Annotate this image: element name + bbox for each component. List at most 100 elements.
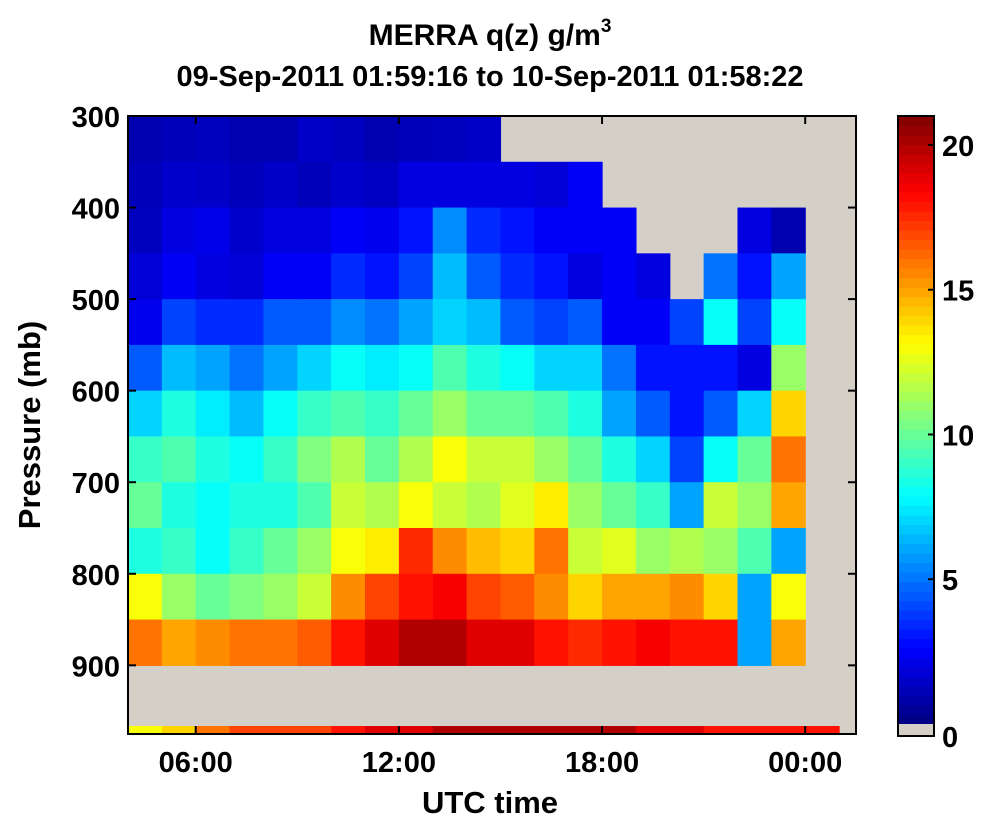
heatmap-cell (737, 253, 772, 300)
heatmap-cell (263, 482, 298, 529)
heatmap-cell (128, 482, 163, 529)
heatmap-cell (161, 344, 197, 392)
heatmap-cell (263, 528, 298, 575)
colorbar-segment (898, 600, 934, 611)
heatmap-cell (263, 344, 298, 392)
heatmap-cell (365, 299, 400, 346)
heatmap-cell (568, 482, 603, 529)
heatmap-cell (398, 436, 434, 483)
heatmap-cell (669, 299, 705, 346)
heatmap-cell (703, 344, 739, 392)
heatmap-cell (331, 528, 366, 575)
heatmap-cell (635, 528, 671, 575)
colorbar-tick-label: 20 (942, 131, 974, 163)
heatmap-cell (263, 619, 298, 666)
heatmap-cell (602, 299, 637, 346)
heatmap-cell (432, 299, 468, 346)
heatmap-cell (161, 619, 197, 666)
colorbar: 0 5 10 15 20 (897, 115, 974, 754)
heatmap-cell (635, 253, 671, 300)
heatmap-cell (128, 619, 163, 666)
heatmap-cell (669, 573, 705, 621)
colorbar-segment (898, 391, 934, 402)
colorbar-segment (898, 505, 934, 516)
colorbar-segment (898, 277, 934, 288)
heatmap-cell (331, 482, 366, 529)
heatmap-cell (771, 344, 806, 392)
heatmap-cell (771, 619, 806, 666)
heatmap-cell (195, 161, 231, 209)
heatmap-cell (297, 207, 332, 254)
heatmap-cell (534, 207, 569, 254)
heatmap-cell (466, 390, 502, 438)
colorbar-tick-label: 10 (942, 420, 974, 452)
heatmap-cell (500, 482, 535, 529)
heatmap-cell (635, 482, 671, 529)
colorbar-segment (898, 648, 934, 659)
heatmap-cell (365, 344, 400, 392)
heatmap-cell (466, 528, 502, 575)
heatmap-cell (128, 436, 163, 483)
heatmap-cell (568, 436, 603, 483)
heatmap-cell (500, 573, 535, 621)
heatmap-cell (432, 207, 468, 254)
heatmap-cell (771, 390, 806, 438)
heatmap-cell (229, 344, 265, 392)
heatmap-cell (195, 482, 231, 529)
colorbar-segment (898, 144, 934, 155)
heatmap-cell (128, 573, 163, 621)
colorbar-segment (898, 705, 934, 716)
heatmap-cell (602, 619, 637, 666)
heatmap-cell (195, 436, 231, 483)
colorbar-segment (898, 410, 934, 421)
heatmap-cell (263, 253, 298, 300)
heatmap-cell (161, 573, 197, 621)
heatmap-cell (568, 161, 603, 209)
heatmap-cell (635, 619, 671, 666)
heatmap-cell (161, 436, 197, 483)
heatmap-cell (432, 390, 468, 438)
colorbar-segment (898, 562, 934, 573)
heatmap-cell (703, 528, 739, 575)
heatmap-cell (161, 482, 197, 529)
surface-cell (635, 726, 671, 734)
colorbar-segment (898, 686, 934, 697)
chart-subtitle: 09-Sep-2011 01:59:16 to 10-Sep-2011 01:5… (176, 61, 803, 93)
heatmap-cell (602, 390, 637, 438)
heatmap-cell (602, 436, 637, 483)
heatmap-cell (737, 573, 772, 621)
heatmap-cell (128, 299, 163, 346)
colorbar-segment (898, 591, 934, 602)
surface-cell (602, 726, 637, 734)
y-tick-label: 300 (72, 102, 120, 134)
heatmap-cell (669, 344, 705, 392)
heatmap-cell (432, 619, 468, 666)
colorbar-segment (898, 467, 934, 478)
heatmap-cell (635, 436, 671, 483)
heatmap-cell (568, 619, 603, 666)
colorbar-segment (898, 486, 934, 497)
heatmap-cell (195, 619, 231, 666)
surface-cell (500, 726, 535, 734)
surface-cell (263, 726, 298, 734)
colorbar-segment (898, 439, 934, 450)
y-tick-label: 900 (72, 651, 120, 683)
colorbar-segment (898, 268, 934, 279)
heatmap-cell (229, 619, 265, 666)
heatmap-cell (432, 116, 468, 163)
heatmap-cell (331, 116, 366, 163)
heatmap-cell (128, 207, 163, 254)
heatmap-cell (771, 207, 806, 254)
heatmap-cell (466, 161, 502, 209)
x-axis-label: UTC time (422, 785, 558, 820)
colorbar-segment (898, 287, 934, 298)
heatmap-cell (161, 299, 197, 346)
heatmap-cell (398, 299, 434, 346)
heatmap-cell (737, 299, 772, 346)
heatmap-cell (534, 390, 569, 438)
heatmap-cell (263, 207, 298, 254)
heatmap-cell (297, 619, 332, 666)
colorbar-segment (898, 315, 934, 326)
colorbar-segment (898, 420, 934, 431)
heatmap-cell (229, 161, 265, 209)
